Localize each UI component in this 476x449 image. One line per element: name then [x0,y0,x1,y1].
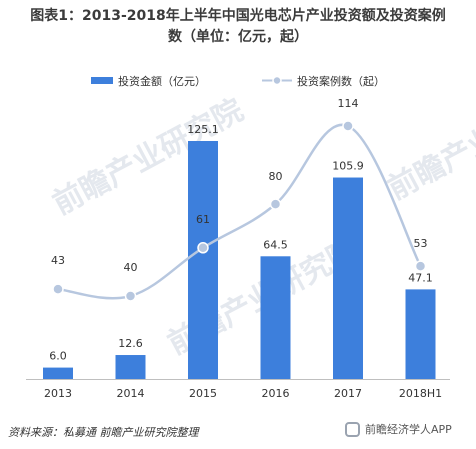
bar-value-label: 47.1 [408,271,433,284]
x-tick-label: 2014 [117,387,145,400]
legend-line-marker [272,75,282,86]
bar-value-label: 105.9 [332,160,364,173]
line-value-label: 40 [124,261,138,274]
bar [43,367,73,379]
brand-name: 前瞻经济学人APP [365,423,452,436]
legend-line-label: 投资案例数（起） [297,74,385,88]
chart-title-line2: 数（单位：亿元，起） [168,29,308,45]
bar [260,256,291,379]
x-tick-labels: 2013 2014 2015 2016 2017 2018H1 [44,387,442,400]
line-point [197,242,209,254]
bar [188,141,218,379]
x-tick-label: 2016 [262,387,290,400]
legend-bar-swatch [91,77,113,84]
x-tick-label: 2013 [44,387,72,400]
bar [333,177,363,379]
bar [115,355,146,379]
line-point [342,120,354,132]
bar [405,289,436,379]
bar-labels-layer: 6.0 12.6 125.1 64.5 105.9 47.1 [49,123,433,363]
bar-value-label: 125.1 [187,123,219,136]
line-labels-layer: 43 40 61 80 114 53 [51,97,428,274]
chart-title: 图表1：2013-2018年上半年中国光电芯片产业投资额及投资案例 数（单位：亿… [0,6,476,48]
chart-title-line1: 图表1：2013-2018年上半年中国光电芯片产业投资额及投资案例 [30,8,446,24]
line-point [269,198,282,210]
bar-value-label: 64.5 [263,238,288,251]
brand-logo-icon [345,421,360,437]
line-point [124,290,137,302]
x-tick-label: 2017 [334,387,362,400]
line-value-label: 80 [269,170,283,183]
line-point [414,260,427,272]
bar-value-label: 12.6 [118,337,143,350]
source-note: 资料来源：私募通 前瞻产业研究院整理 [8,426,199,439]
line-series-path [57,123,422,300]
bars-layer [43,141,436,379]
legend: 投资金额（亿元） 投资案例数（起） [91,74,385,88]
brand-logo: 前瞻经济学人APP [345,421,452,437]
watermark-text: 前瞻产业研究院 [382,78,476,207]
line-point [52,283,64,295]
line-value-label: 43 [51,254,65,267]
x-tick-label: 2015 [189,387,217,400]
legend-bar-label: 投资金额（亿元） [118,74,206,88]
watermark-text: 前瞻产业研究院 [47,93,249,222]
line-value-label: 114 [338,97,359,110]
line-value-label: 61 [196,213,210,226]
x-tick-label: 2018H1 [399,387,442,400]
bar-value-label: 6.0 [49,350,67,363]
line-layer [52,120,427,302]
line-value-label: 53 [414,237,428,250]
